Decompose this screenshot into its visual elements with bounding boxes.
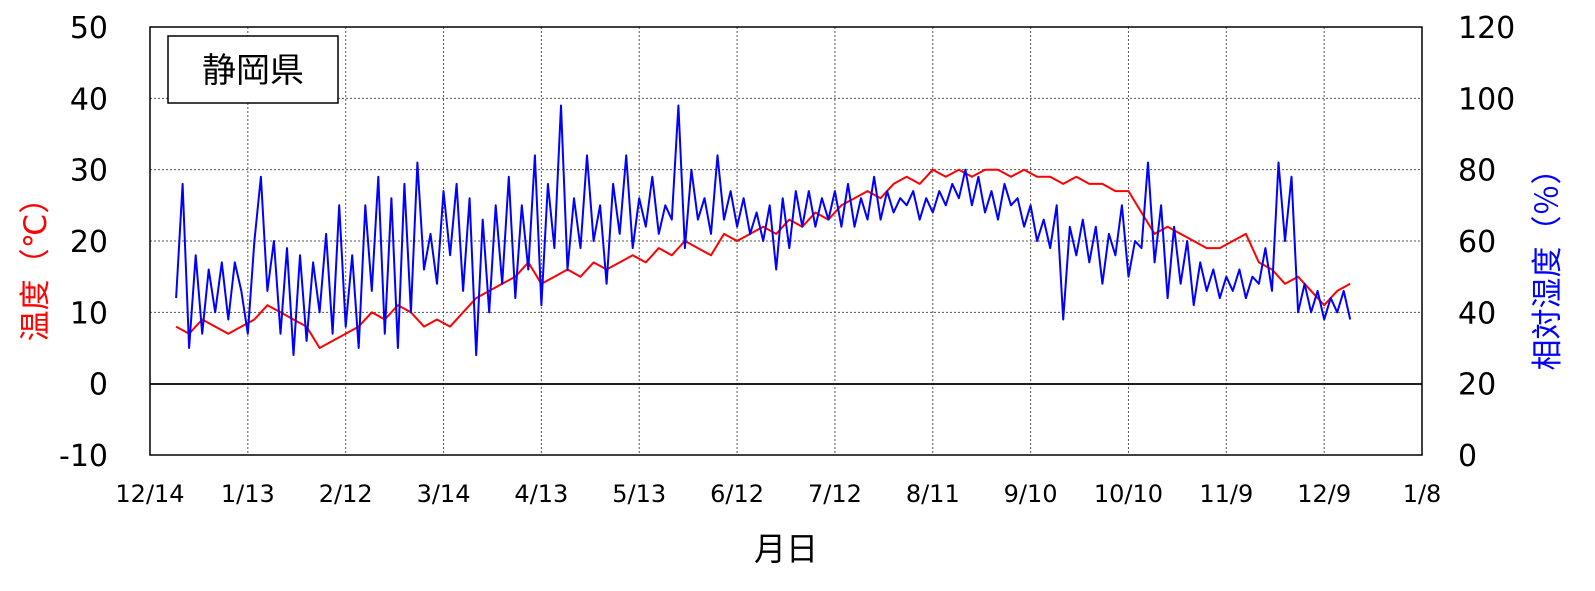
x-tick-label: 11/9: [1199, 480, 1253, 508]
x-tick-label: 3/14: [417, 480, 471, 508]
x-tick-label: 5/13: [612, 480, 666, 508]
y-left-tick-label: 40: [70, 82, 108, 117]
x-tick-label: 12/9: [1297, 480, 1351, 508]
x-tick-label: 1/8: [1403, 480, 1442, 508]
y-right-tick-label: 120: [1458, 11, 1515, 46]
x-tick-label: 12/14: [115, 480, 184, 508]
y-right-axis-label: 相対湿度（％）: [1530, 154, 1566, 371]
x-tick-label: 2/12: [319, 480, 373, 508]
y-right-tick-label: 100: [1458, 82, 1515, 117]
y-left-tick-label: 20: [70, 225, 108, 260]
y-left-tick-label: -10: [59, 439, 108, 474]
annotation-label: 静岡県: [202, 51, 304, 91]
y-left-tick-labels: -10 0 10 20 30 40 50: [59, 11, 108, 474]
series-layer: [175, 104, 1352, 357]
y-right-tick-label: 20: [1458, 368, 1496, 403]
temperature-series-line: [175, 168, 1351, 349]
y-left-tick-label: 10: [70, 296, 108, 331]
y-right-tick-label: 60: [1458, 225, 1496, 260]
x-tick-label: 1/13: [221, 480, 275, 508]
x-tick-labels: 12/14 1/13 2/12 3/14 4/13 5/13 6/12 7/12 8/11 9/1…: [115, 480, 1441, 508]
x-tick-label: 4/13: [514, 480, 568, 508]
y-left-tick-label: 0: [89, 368, 108, 403]
x-tick-label: 6/12: [710, 480, 764, 508]
y-left-axis-label: 温度（℃）: [18, 183, 54, 342]
plot-frame: [149, 26, 1423, 456]
y-right-tick-label: 40: [1458, 296, 1496, 331]
y-right-tick-label: 80: [1458, 154, 1496, 189]
x-tick-label: 8/11: [906, 480, 960, 508]
y-right-tick-labels: 0 20 40 60 80 100 120: [1458, 11, 1515, 474]
x-axis-label: 月日: [754, 530, 818, 568]
x-tick-label: 10/10: [1094, 480, 1163, 508]
annotation-box: [167, 35, 339, 104]
y-left-tick-label: 30: [70, 154, 108, 189]
x-tick-label: 9/10: [1004, 480, 1058, 508]
y-left-tick-label: 50: [70, 11, 108, 46]
x-tick-label: 7/12: [808, 480, 862, 508]
y-right-tick-label: 0: [1458, 439, 1477, 474]
humidity-series-line: [175, 104, 1352, 357]
